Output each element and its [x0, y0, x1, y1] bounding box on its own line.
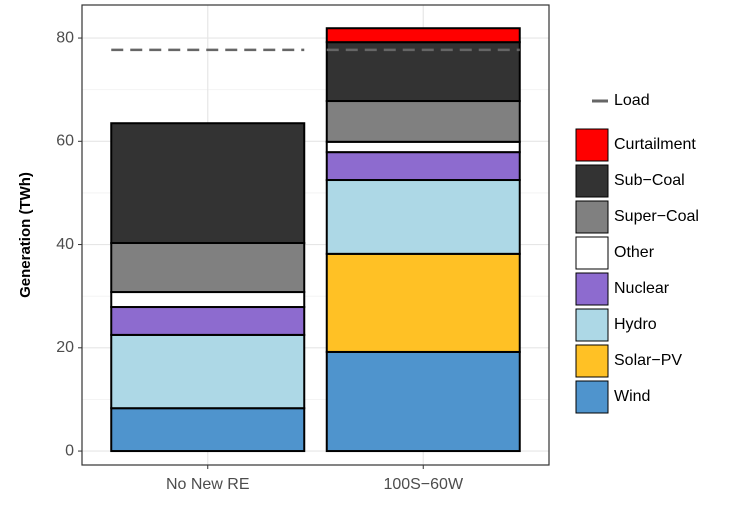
bar-segment	[325, 27, 521, 44]
bar-segment	[325, 179, 521, 255]
x-tick-label: No New RE	[166, 476, 250, 493]
bar-segment	[325, 350, 521, 453]
legend-key	[575, 272, 609, 306]
bar-segment	[110, 242, 306, 294]
bar-segment	[110, 122, 306, 245]
bar-segment	[325, 252, 521, 353]
legend-label: Wind	[614, 388, 650, 405]
y-tick-label: 0	[65, 442, 74, 459]
legend-label: Other	[614, 244, 655, 261]
legend-label: Super−Coal	[614, 208, 699, 225]
y-axis-label: Generation (TWh)	[17, 172, 34, 298]
legend-key	[575, 380, 609, 414]
y-tick-label: 20	[56, 339, 74, 356]
legend-key	[575, 200, 609, 234]
bar-segment	[325, 140, 521, 154]
legend-label: Sub−Coal	[614, 172, 685, 189]
legend-label: Solar−PV	[614, 352, 682, 369]
legend-key	[575, 344, 609, 378]
y-tick-label: 60	[56, 133, 74, 150]
legend-label: Curtailment	[614, 136, 696, 153]
legend-label: Nuclear	[614, 280, 670, 297]
panel-border	[81, 4, 550, 466]
legend-key	[575, 128, 609, 162]
legend-label: Load	[614, 92, 650, 109]
legend-key	[575, 164, 609, 198]
bar-segment	[110, 291, 306, 309]
bar-segment	[325, 151, 521, 182]
legend-key	[575, 236, 609, 270]
bar-segment	[110, 407, 306, 453]
legend-label: Hydro	[614, 316, 657, 333]
bar-segment	[110, 333, 306, 410]
legend-key	[575, 308, 609, 342]
bar-segment	[325, 100, 521, 143]
y-tick-label: 80	[56, 29, 74, 46]
x-tick-label: 100S−60W	[383, 476, 464, 493]
bar-segment	[110, 306, 306, 336]
y-tick-label: 40	[56, 236, 74, 253]
